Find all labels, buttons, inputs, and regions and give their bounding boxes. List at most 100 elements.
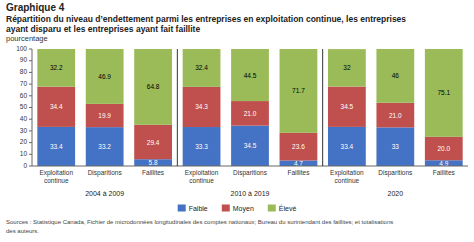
- bar-segment: [280, 133, 318, 161]
- x-tick-label-line: continue: [44, 177, 69, 184]
- title: Graphique 4: [6, 2, 65, 13]
- bar-segment: [183, 49, 221, 87]
- bar-segment: [86, 127, 124, 166]
- data-label: 20.0: [437, 145, 450, 152]
- bar-segment: [37, 49, 75, 87]
- y-axis: 0102030405060708090100: [16, 45, 32, 169]
- y-axis-label: pourcentage: [6, 34, 48, 43]
- bar-segment: [425, 160, 463, 166]
- data-label: 19.9: [98, 112, 111, 119]
- y-tick-label: 80: [20, 68, 28, 75]
- source-line: des auteurs.: [6, 228, 39, 234]
- data-label: 32: [343, 64, 351, 71]
- y-tick-label: 100: [16, 45, 27, 52]
- bar-segment: [425, 137, 463, 160]
- data-label: 34.5: [341, 103, 354, 110]
- group-separator: [177, 49, 178, 166]
- bar-segment: [231, 126, 269, 166]
- bar-segment: [37, 87, 75, 127]
- y-axis-line: [32, 49, 33, 166]
- y-tick-label: 10: [20, 150, 28, 157]
- source: Sources : Statistique Canada, Fichier de…: [6, 219, 393, 234]
- data-label: 33: [392, 143, 400, 150]
- data-label: 29.4: [147, 139, 160, 146]
- bar-segment: [328, 127, 366, 166]
- bar-segment: [134, 159, 172, 166]
- data-label: 33.4: [341, 143, 354, 150]
- data-label: 5.8: [149, 159, 158, 166]
- y-tick-label: 20: [20, 138, 28, 145]
- subtitle: Répartition du niveau d’endettement parm…: [6, 14, 406, 24]
- data-label: 21.0: [244, 110, 257, 117]
- data-label: 34.4: [50, 103, 63, 110]
- x-tick-label-line: Faillites: [433, 169, 456, 176]
- legend-swatch: [268, 205, 276, 212]
- x-tick-label: Faillites: [433, 169, 456, 176]
- x-tick-label-line: continue: [335, 177, 360, 184]
- x-tick-label-line: Exploitation: [185, 169, 219, 177]
- bar-segment: [328, 87, 366, 127]
- y-tick-label: 50: [20, 103, 28, 110]
- legend-swatch: [178, 205, 186, 212]
- source-line: Sources : Statistique Canada, Fichier de…: [6, 219, 393, 225]
- x-tick-label-line: Faillites: [142, 169, 165, 176]
- bar-segment: [37, 127, 75, 166]
- y-tick-label: 0: [23, 162, 27, 169]
- bar-segment: [231, 49, 269, 101]
- data-label: 33.4: [50, 143, 63, 150]
- x-tick-label: Disparitions: [233, 169, 268, 177]
- x-tick-label: Exploitationcontinue: [39, 169, 73, 184]
- legend-item: Élevé: [268, 204, 297, 212]
- x-tick-label: Exploitationcontinue: [185, 169, 219, 184]
- bar-segment: [134, 49, 172, 125]
- category-group-label: 2004 à 2009: [85, 190, 124, 197]
- data-label: 71.7: [292, 87, 305, 94]
- bar-segment: [280, 161, 318, 166]
- y-tick-label: 90: [20, 56, 28, 63]
- x-tick-label-line: Disparitions: [378, 169, 413, 177]
- legend-swatch: [222, 205, 230, 212]
- data-label: 21.0: [389, 112, 402, 119]
- data-label: 46.9: [98, 73, 111, 80]
- bar-segment: [86, 104, 124, 127]
- data-label: 34.5: [244, 142, 257, 149]
- data-label: 44.5: [244, 72, 257, 79]
- x-tick-label-line: Disparitions: [233, 169, 268, 177]
- x-tick-label: Faillites: [142, 169, 165, 176]
- bar-segment: [231, 101, 269, 126]
- x-tick-label-line: continue: [189, 177, 214, 184]
- data-label: 32.4: [195, 64, 208, 71]
- category-group-label: 2020: [388, 190, 404, 197]
- bar-segment: [86, 49, 124, 104]
- x-axis-line: [32, 166, 468, 167]
- x-tick-label-line: Exploitation: [39, 169, 73, 177]
- bar-segment: [376, 49, 414, 103]
- y-tick-label: 70: [20, 80, 28, 87]
- legend: FaibleMoyenÉlevé: [178, 204, 297, 213]
- subtitle: ayant disparu et les entreprises ayant f…: [6, 24, 200, 34]
- bar-segment: [425, 49, 463, 137]
- x-tick-label: Exploitationcontinue: [330, 169, 364, 184]
- bar-segment: [376, 103, 414, 128]
- bar-segment: [280, 49, 318, 133]
- x-tick-label-line: Disparitions: [88, 169, 123, 177]
- data-label: 34.3: [195, 103, 208, 110]
- bar-segment: [183, 127, 221, 166]
- y-tick-label: 60: [20, 92, 28, 99]
- legend-label: Élevé: [279, 204, 297, 212]
- bar-segment: [328, 49, 366, 86]
- x-tick-label-line: Faillites: [287, 169, 310, 176]
- bar-segment: [134, 125, 172, 159]
- data-label: 46: [392, 72, 400, 79]
- data-label: 33.3: [195, 143, 208, 150]
- group-separator: [322, 49, 323, 166]
- x-tick-label: Disparitions: [378, 169, 413, 177]
- bar-segment: [183, 87, 221, 127]
- x-tick-label: Faillites: [287, 169, 310, 176]
- y-tick-label: 40: [20, 115, 28, 122]
- data-labels: 33.433.25.833.334.54.733.4334.934.419.92…: [50, 64, 451, 166]
- legend-label: Faible: [189, 205, 208, 212]
- x-tick-label-line: Exploitation: [330, 169, 364, 177]
- data-label: 75.1: [437, 89, 450, 96]
- data-label: 32.2: [50, 64, 63, 71]
